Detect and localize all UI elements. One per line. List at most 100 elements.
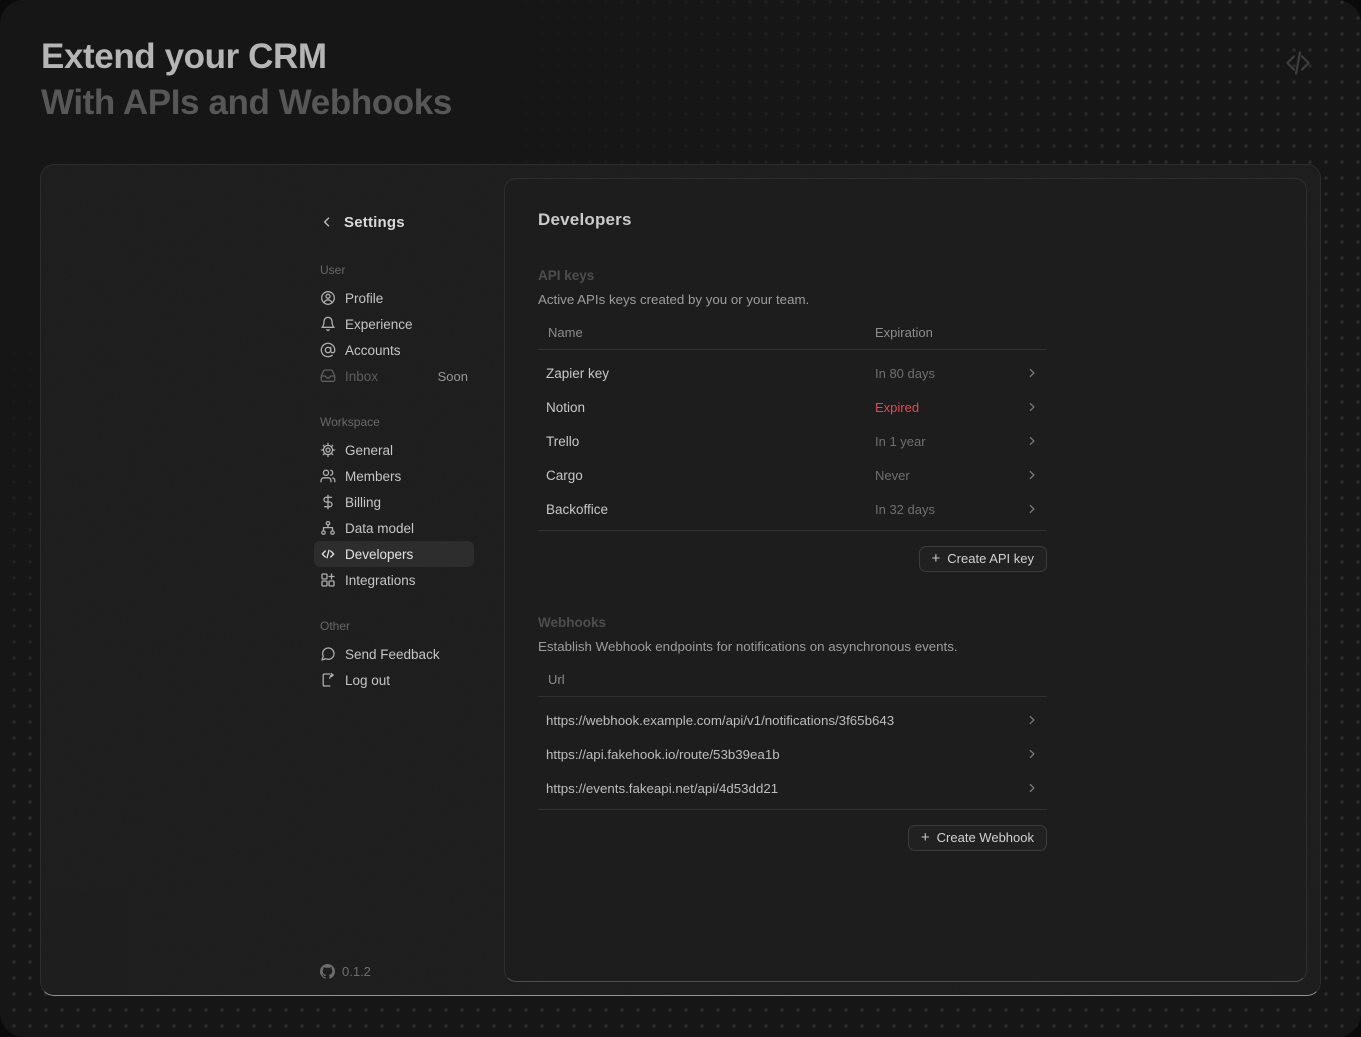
sidebar-item-label: Members xyxy=(345,468,402,484)
sidebar-item-label: Developers xyxy=(345,546,414,562)
sidebar-item-label: Inbox xyxy=(345,368,379,384)
sidebar-item-label: Profile xyxy=(345,290,384,306)
chevron-right-icon[interactable] xyxy=(1025,434,1039,448)
api-key-name: Notion xyxy=(546,399,586,415)
api-key-row[interactable]: Zapier key In 80 days xyxy=(538,356,1047,390)
nav-section-user: User Profile Experience xyxy=(314,263,474,389)
sidebar-item-integrations[interactable]: Integrations xyxy=(314,567,474,593)
sidebar-item-label: Data model xyxy=(345,520,415,536)
chevron-left-icon xyxy=(323,217,330,227)
hero-subtitle: With APIs and Webhooks xyxy=(41,83,452,122)
developers-panel: Developers API keys Active APIs keys cre… xyxy=(504,178,1307,982)
gear-icon xyxy=(320,442,336,458)
soon-badge: Soon xyxy=(437,368,468,384)
webhook-row[interactable]: https://events.fakeapi.net/api/4d53dd21 xyxy=(538,771,1047,805)
sidebar-item-experience[interactable]: Experience xyxy=(314,311,474,337)
page-hero: Extend your CRM With APIs and Webhooks xyxy=(41,34,452,126)
sidebar-item-inbox[interactable]: Inbox Soon xyxy=(314,363,474,389)
webhooks-table: https://webhook.example.com/api/v1/notif… xyxy=(538,697,1047,810)
dollar-icon xyxy=(323,494,333,510)
chevron-right-icon[interactable] xyxy=(1025,502,1039,516)
api-key-expiration: Never xyxy=(875,467,910,483)
version-number: 0.1.2 xyxy=(342,964,371,979)
column-url: Url xyxy=(548,672,565,687)
column-name: Name xyxy=(548,325,583,340)
webhook-row[interactable]: https://webhook.example.com/api/v1/notif… xyxy=(538,703,1047,737)
grid-plus-icon xyxy=(321,573,335,587)
settings-shell: Settings User Profile Experience xyxy=(40,164,1321,996)
api-key-name: Cargo xyxy=(546,467,583,483)
settings-title: Settings xyxy=(344,213,405,231)
sidebar-item-data-model[interactable]: Data model xyxy=(314,515,474,541)
webhooks-section-label: Webhooks xyxy=(538,615,607,630)
user-circle-icon xyxy=(321,291,335,305)
api-key-expiration: In 32 days xyxy=(875,501,935,517)
chevron-right-icon[interactable] xyxy=(1025,781,1039,795)
chevron-right-icon[interactable] xyxy=(1025,366,1039,380)
chevron-right-icon[interactable] xyxy=(1025,713,1039,727)
sidebar-item-label: Accounts xyxy=(345,342,401,358)
sidebar-item-label: Integrations xyxy=(345,572,416,588)
code-icon xyxy=(321,549,335,559)
create-webhook-label: Create Webhook xyxy=(936,830,1034,845)
plus-icon: + xyxy=(920,828,930,846)
at-sign-icon xyxy=(320,342,336,358)
section-label: Other xyxy=(320,619,351,633)
create-webhook-button[interactable]: + Create Webhook xyxy=(907,825,1047,851)
api-keys-table-header: Name Expiration xyxy=(538,325,1047,350)
code-icon xyxy=(1280,45,1316,86)
api-key-name: Zapier key xyxy=(546,365,610,381)
api-key-name: Backoffice xyxy=(546,501,609,517)
webhook-url: https://events.fakeapi.net/api/4d53dd21 xyxy=(546,780,779,796)
sidebar-item-label: Experience xyxy=(345,316,413,332)
column-expiration: Expiration xyxy=(875,325,933,340)
sidebar-item-send-feedback[interactable]: Send Feedback xyxy=(314,641,474,667)
webhook-url: https://webhook.example.com/api/v1/notif… xyxy=(546,712,895,728)
sidebar-item-developers[interactable]: Developers xyxy=(314,541,474,567)
log-out-icon xyxy=(322,672,334,687)
settings-back[interactable]: Settings xyxy=(314,211,474,233)
inbox-icon xyxy=(320,369,336,382)
webhook-row[interactable]: https://api.fakehook.io/route/53b39ea1b xyxy=(538,737,1047,771)
nav-section-other: Other Send Feedback Log out xyxy=(314,619,474,693)
webhooks-description: Establish Webhook endpoints for notifica… xyxy=(538,639,958,654)
sidebar-item-profile[interactable]: Profile xyxy=(314,285,474,311)
api-keys-table: Zapier key In 80 days Notion Expired Tre… xyxy=(538,350,1047,531)
section-label: User xyxy=(320,263,346,277)
sidebar-item-billing[interactable]: Billing xyxy=(314,489,474,515)
api-keys-description: Active APIs keys created by you or your … xyxy=(538,292,810,307)
chevron-right-icon[interactable] xyxy=(1025,400,1039,414)
sidebar-item-label: Log out xyxy=(345,672,391,688)
api-keys-section-label: API keys xyxy=(538,268,595,283)
api-key-expiration: In 80 days xyxy=(875,365,935,381)
api-key-name: Trello xyxy=(546,433,580,449)
create-api-key-label: Create API key xyxy=(947,551,1034,566)
hero-title: Extend your CRM xyxy=(41,37,327,76)
plus-icon: + xyxy=(931,549,941,567)
sidebar-item-general[interactable]: General xyxy=(314,437,474,463)
chevron-right-icon[interactable] xyxy=(1025,747,1039,761)
sidebar-item-log-out[interactable]: Log out xyxy=(314,667,474,693)
api-key-row[interactable]: Trello In 1 year xyxy=(538,424,1047,458)
nav-section-workspace: Workspace General xyxy=(314,415,474,593)
api-key-row[interactable]: Notion Expired xyxy=(538,390,1047,424)
section-label: Workspace xyxy=(320,415,380,429)
tree-icon xyxy=(321,520,335,535)
sidebar-item-label: Billing xyxy=(345,494,382,510)
sidebar-item-members[interactable]: Members xyxy=(314,463,474,489)
chat-bubble-icon xyxy=(321,647,335,661)
users-icon xyxy=(320,469,336,483)
bell-icon xyxy=(321,316,335,332)
create-api-key-button[interactable]: + Create API key xyxy=(918,546,1047,572)
api-key-row[interactable]: Cargo Never xyxy=(538,458,1047,492)
chevron-right-icon[interactable] xyxy=(1025,468,1039,482)
app-version: 0.1.2 xyxy=(320,964,371,979)
sidebar-item-label: Send Feedback xyxy=(345,646,440,662)
sidebar-item-accounts[interactable]: Accounts xyxy=(314,337,474,363)
api-key-row[interactable]: Backoffice In 32 days xyxy=(538,492,1047,526)
api-key-expiration: In 1 year xyxy=(875,433,926,449)
sidebar-item-label: General xyxy=(345,442,394,458)
webhook-url: https://api.fakehook.io/route/53b39ea1b xyxy=(546,746,780,762)
api-key-expiration: Expired xyxy=(875,399,920,415)
